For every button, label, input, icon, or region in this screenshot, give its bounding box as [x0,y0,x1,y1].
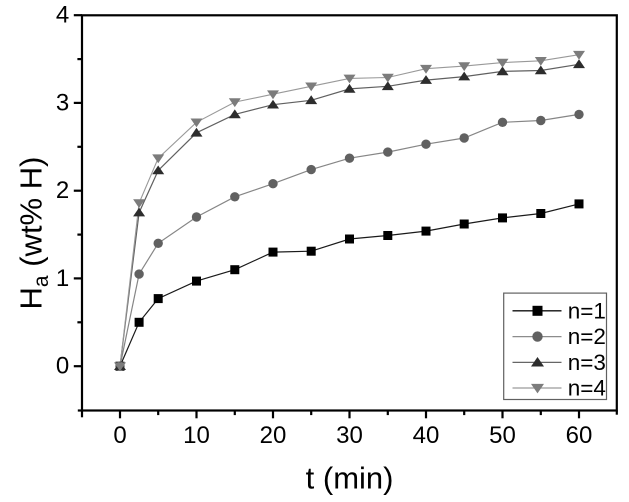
svg-text:n=3: n=3 [568,350,606,375]
svg-text:0: 0 [113,422,126,449]
svg-text:40: 40 [413,422,440,449]
svg-text:3: 3 [56,89,69,116]
svg-text:n=4: n=4 [568,376,606,401]
svg-text:n=1: n=1 [568,298,606,323]
svg-text:60: 60 [566,422,593,449]
svg-text:50: 50 [489,422,516,449]
svg-text:0: 0 [56,353,69,380]
svg-text:20: 20 [260,422,287,449]
svg-text:t (min): t (min) [306,460,394,495]
svg-text:30: 30 [336,422,363,449]
svg-text:10: 10 [183,422,210,449]
svg-text:1: 1 [56,265,69,292]
svg-text:2: 2 [56,177,69,204]
svg-text:n=2: n=2 [568,324,606,349]
svg-text:4: 4 [56,2,69,29]
